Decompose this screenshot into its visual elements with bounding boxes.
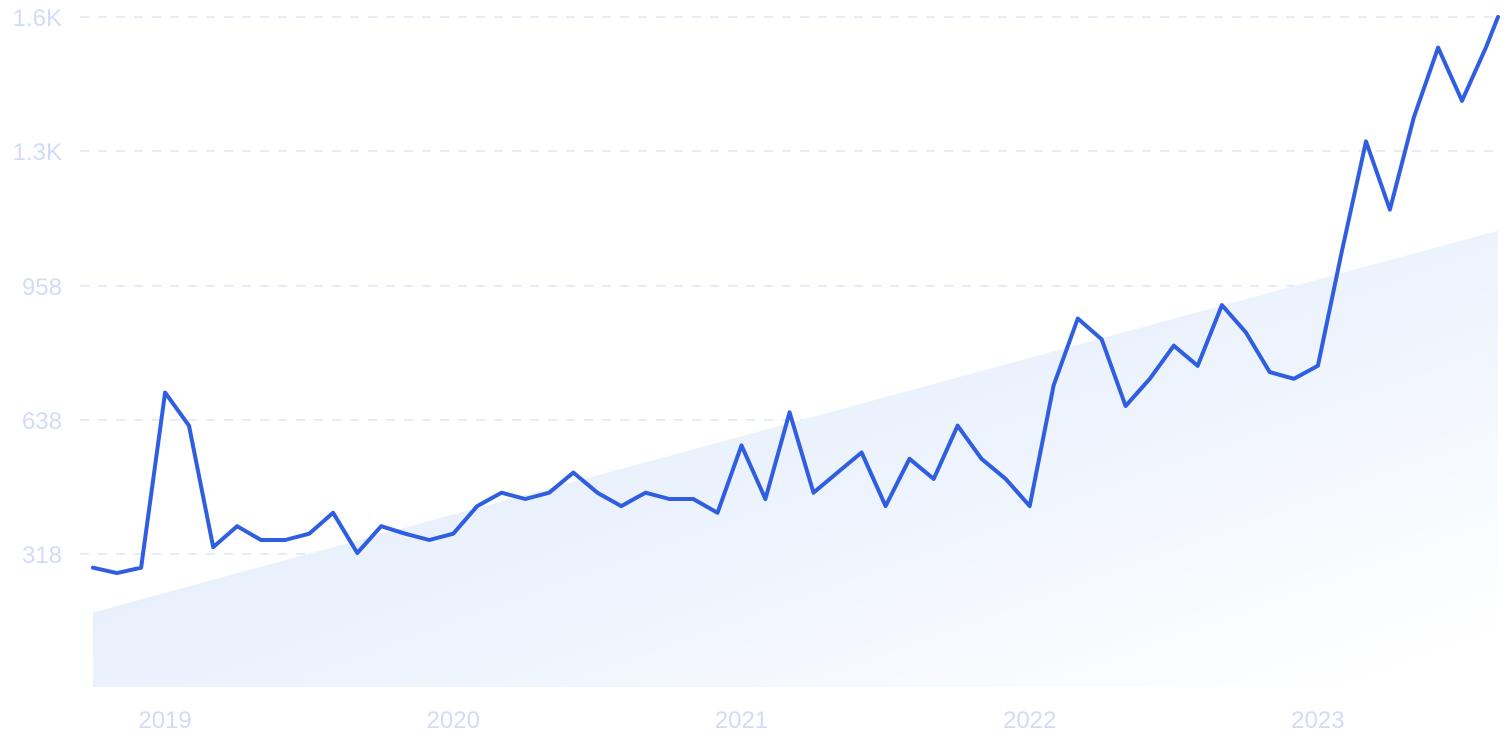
series-line-0 <box>91 15 1500 576</box>
trend-area <box>93 230 1498 687</box>
y-tick-label: 638 <box>22 408 62 435</box>
y-tick-label: 1.3K <box>13 139 62 166</box>
y-tick-label: 958 <box>22 274 62 301</box>
y-tick-label: 318 <box>22 542 62 569</box>
trend-area-fill <box>93 230 1498 687</box>
x-tick-label: 2023 <box>1291 707 1344 734</box>
y-tick-label: 1.6K <box>13 5 62 32</box>
x-tick-label: 2020 <box>427 707 480 734</box>
series-lines <box>91 15 1500 576</box>
x-tick-label: 2019 <box>138 707 191 734</box>
x-tick-label: 2021 <box>715 707 768 734</box>
y-axis-tick-labels: 318 638 958 1.3K 1.6K <box>13 5 62 569</box>
x-axis-tick-labels: 2019 2020 2021 2022 2023 <box>138 707 1344 734</box>
x-tick-label: 2022 <box>1003 707 1056 734</box>
